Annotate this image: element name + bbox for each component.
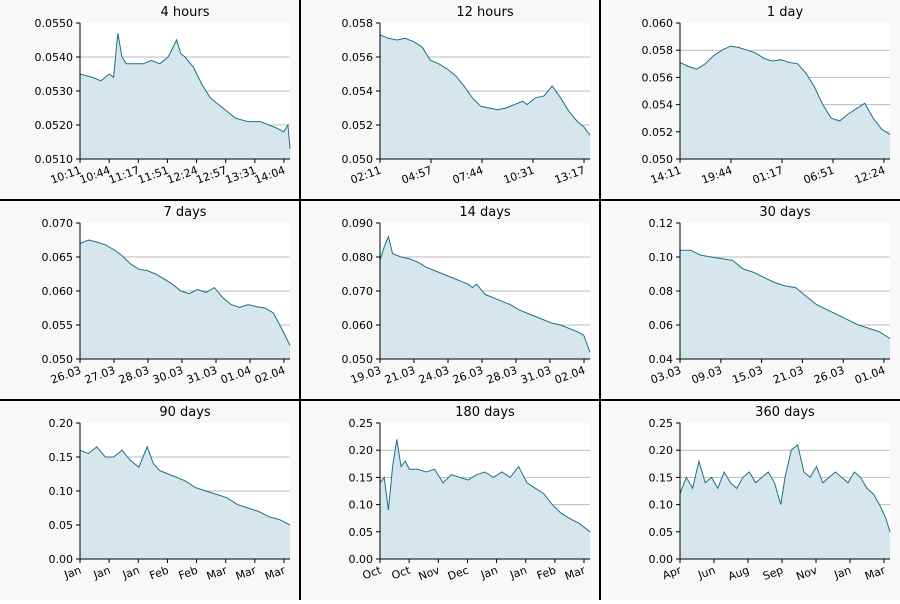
y-tick-label: 0.050 bbox=[342, 353, 374, 366]
y-tick-label: 0.054 bbox=[342, 85, 374, 98]
y-tick-label: 0.20 bbox=[49, 417, 74, 430]
y-tick-label: 0.060 bbox=[42, 285, 74, 298]
y-tick-label: 0.052 bbox=[642, 126, 674, 139]
y-tick-label: 0.10 bbox=[349, 499, 374, 512]
chart-title: 90 days bbox=[159, 405, 211, 420]
y-tick-label: 0.070 bbox=[42, 217, 74, 230]
y-tick-label: 0.00 bbox=[649, 553, 674, 566]
series-area bbox=[380, 439, 590, 559]
y-tick-label: 0.10 bbox=[649, 499, 674, 512]
y-tick-label: 0.00 bbox=[349, 553, 374, 566]
x-tick-label: Jan bbox=[62, 564, 83, 582]
series-area bbox=[680, 46, 890, 159]
y-tick-label: 0.10 bbox=[49, 485, 74, 498]
y-tick-label: 0.054 bbox=[642, 99, 674, 112]
chart-title: 14 days bbox=[459, 205, 511, 220]
y-tick-label: 0.060 bbox=[642, 17, 674, 30]
series-area bbox=[680, 444, 890, 559]
y-tick-label: 0.052 bbox=[342, 119, 374, 132]
series-line bbox=[379, 439, 591, 533]
y-tick-label: 0.058 bbox=[642, 44, 674, 57]
series-line bbox=[379, 234, 591, 353]
series-area bbox=[80, 240, 290, 359]
series-line bbox=[79, 239, 291, 346]
series-line bbox=[379, 34, 591, 136]
chart-title: 4 hours bbox=[161, 5, 210, 20]
y-tick-label: 0.05 bbox=[49, 519, 74, 532]
y-tick-label: 0.0530 bbox=[35, 85, 74, 98]
y-tick-label: 0.0520 bbox=[35, 119, 74, 132]
x-tick-label: Oct bbox=[361, 563, 384, 582]
chart-title: 12 hours bbox=[456, 5, 513, 20]
x-tick-label: Apr bbox=[661, 563, 684, 582]
x-tick-label: Jun bbox=[695, 564, 717, 582]
y-tick-label: 0.056 bbox=[342, 51, 374, 64]
x-tick-label: Jan bbox=[832, 564, 853, 582]
y-tick-label: 0.04 bbox=[649, 353, 674, 366]
series-area bbox=[80, 446, 290, 559]
series-area bbox=[380, 34, 590, 159]
x-tick-label: Jan bbox=[91, 564, 112, 582]
y-tick-label: 0.060 bbox=[342, 319, 374, 332]
x-tick-label: Jan bbox=[478, 564, 499, 582]
y-tick-label: 0.15 bbox=[649, 471, 674, 484]
chart-title: 1 day bbox=[767, 5, 804, 20]
x-tick-label: Feb bbox=[148, 564, 171, 583]
y-tick-label: 0.12 bbox=[649, 217, 674, 230]
y-tick-label: 0.0550 bbox=[35, 17, 74, 30]
series-line bbox=[679, 443, 891, 532]
y-tick-label: 0.0540 bbox=[35, 51, 74, 64]
y-tick-label: 0.058 bbox=[342, 17, 374, 30]
y-tick-label: 0.25 bbox=[349, 417, 374, 430]
chart-panel: 0.05100.05200.05300.05400.055010:1110:44… bbox=[0, 0, 300, 200]
series-area bbox=[80, 33, 290, 160]
chart-title: 7 days bbox=[163, 205, 206, 220]
series-line bbox=[79, 445, 291, 526]
y-tick-label: 0.055 bbox=[42, 319, 74, 332]
y-tick-label: 0.08 bbox=[649, 285, 674, 298]
y-tick-label: 0.056 bbox=[642, 71, 674, 84]
y-tick-label: 0.050 bbox=[642, 153, 674, 166]
y-tick-label: 0.080 bbox=[342, 251, 374, 264]
chart-title: 180 days bbox=[455, 405, 515, 420]
x-tick-label: Feb bbox=[177, 564, 200, 583]
chart-title: 360 days bbox=[755, 405, 815, 420]
y-tick-label: 0.00 bbox=[49, 553, 74, 566]
series-line bbox=[680, 249, 891, 340]
y-tick-label: 0.06 bbox=[649, 319, 674, 332]
x-tick-label: Oct bbox=[390, 563, 413, 582]
x-tick-label: Feb bbox=[535, 564, 558, 583]
series-line bbox=[79, 33, 291, 149]
y-tick-label: 0.0510 bbox=[35, 153, 74, 166]
y-tick-label: 0.070 bbox=[342, 285, 374, 298]
chart-title: 30 days bbox=[759, 205, 811, 220]
y-tick-label: 0.05 bbox=[649, 526, 674, 539]
y-tick-label: 0.050 bbox=[42, 353, 74, 366]
y-tick-label: 0.25 bbox=[649, 417, 674, 430]
y-tick-label: 0.10 bbox=[649, 251, 674, 264]
y-tick-label: 0.20 bbox=[349, 444, 374, 457]
y-tick-label: 0.065 bbox=[42, 251, 74, 264]
series-area bbox=[680, 250, 890, 359]
y-tick-label: 0.20 bbox=[649, 444, 674, 457]
y-tick-label: 0.05 bbox=[349, 526, 374, 539]
y-tick-label: 0.15 bbox=[49, 451, 74, 464]
series-line bbox=[679, 45, 891, 135]
series-area bbox=[380, 236, 590, 359]
y-tick-label: 0.050 bbox=[342, 153, 374, 166]
x-tick-label: Jan bbox=[120, 564, 141, 582]
y-tick-label: 0.15 bbox=[349, 471, 374, 484]
y-tick-label: 0.090 bbox=[342, 217, 374, 230]
x-tick-label: Jan bbox=[507, 564, 528, 582]
